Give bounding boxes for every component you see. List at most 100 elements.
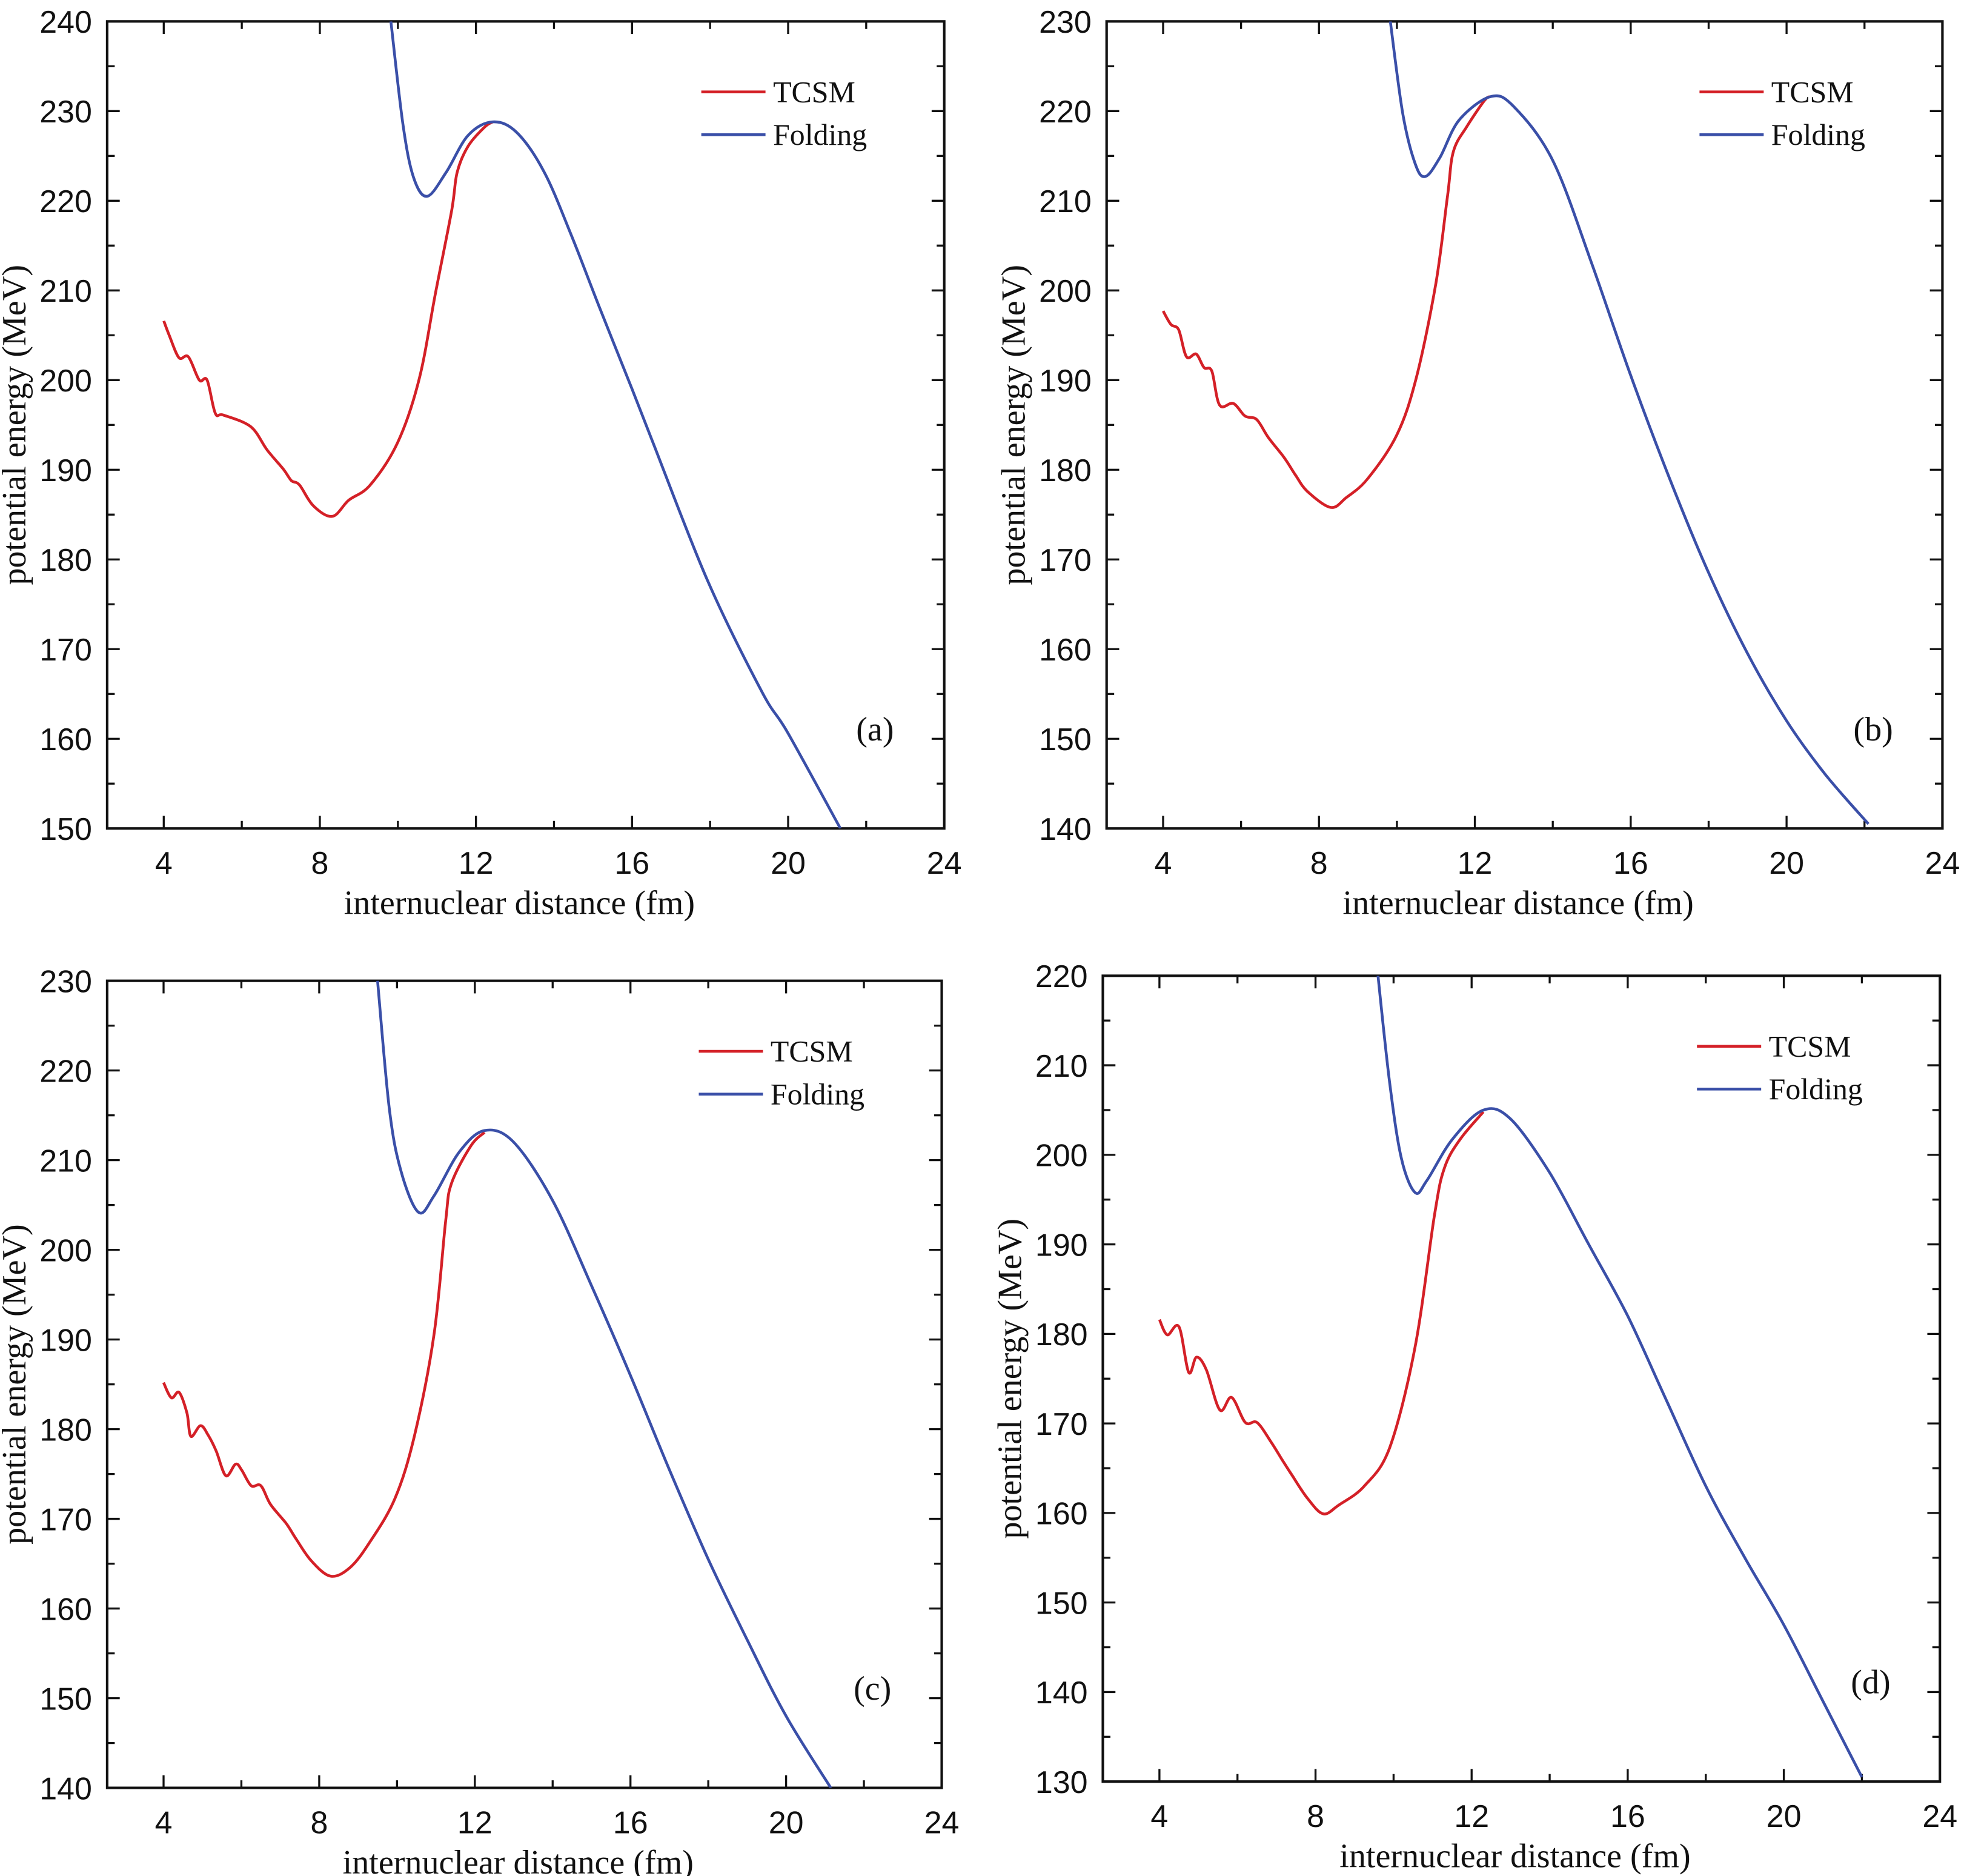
y-tick-label: 210: [39, 274, 92, 309]
y-tick-label: 180: [39, 1412, 92, 1448]
y-tick-label: 200: [1035, 1139, 1088, 1174]
y-tick-label: 140: [1039, 812, 1092, 847]
y-tick-label: 190: [39, 453, 92, 488]
y-axis-label: potential energy (MeV): [0, 265, 33, 585]
y-tick-label: 220: [39, 184, 92, 219]
legend-label-folding: Folding: [771, 1077, 864, 1111]
plot-frame: [105, 979, 943, 1789]
y-tick-label: 210: [1039, 184, 1092, 219]
legend-label-tcsm: TCSM: [771, 1035, 853, 1068]
x-tick-label: 12: [1458, 846, 1493, 881]
panel-label: (c): [854, 1670, 891, 1708]
legend-label-tcsm: TCSM: [1769, 1029, 1851, 1063]
series-line-folding: [1388, 21, 1869, 825]
series-line-folding: [1376, 976, 1863, 1778]
x-tick-label: 12: [459, 846, 494, 881]
y-tick-label: 240: [39, 5, 92, 40]
y-tick-label: 190: [1039, 364, 1092, 399]
y-axis-label: potential energy (MeV): [995, 265, 1033, 585]
y-tick-label: 150: [39, 812, 92, 847]
y-tick-label: 160: [1035, 1497, 1088, 1532]
series-line-tcsm: [162, 1131, 486, 1578]
x-tick-label: 12: [457, 1805, 493, 1840]
y-tick-label: 160: [39, 1592, 92, 1627]
y-tick-label: 210: [39, 1143, 92, 1179]
series-group: [1158, 976, 1863, 1778]
x-tick-label: 16: [1610, 1799, 1645, 1834]
series-line-tcsm: [1161, 95, 1491, 509]
x-axis-label: internuclear distance (fm): [1342, 885, 1693, 922]
y-tick-label: 150: [39, 1681, 92, 1717]
y-tick-label: 230: [39, 964, 92, 999]
series-line-tcsm: [1158, 1111, 1485, 1515]
x-axis-label: internuclear distance (fm): [344, 885, 695, 922]
y-tick-label: 200: [39, 364, 92, 399]
x-tick-label: 4: [1155, 846, 1172, 881]
x-tick-label: 16: [1613, 846, 1648, 881]
chart-panel-c: 4 8 12 16 20 24 140 150 160 170 180 190 200 210 220 230…: [0, 964, 959, 1876]
legend-label-folding: Folding: [1769, 1073, 1863, 1106]
x-axis-label: internuclear distance (fm): [343, 1844, 694, 1876]
series-line-folding: [376, 980, 832, 1788]
y-tick-label: 160: [39, 722, 92, 757]
x-tick-label: 4: [155, 846, 173, 881]
y-tick-label: 200: [1039, 274, 1092, 309]
series-line-folding: [389, 21, 842, 829]
y-tick-label: 220: [1035, 959, 1088, 994]
plot-frame: [1101, 974, 1942, 1783]
panel-label: (d): [1851, 1664, 1890, 1701]
y-tick-label: 150: [1039, 722, 1092, 757]
chart-panel-a: 4 8 12 16 20 24 150 160 170 180 190 200 210 220 230 240…: [0, 5, 962, 922]
plot-frame: [105, 20, 946, 830]
x-tick-label: 8: [311, 846, 329, 881]
y-tick-label: 130: [1035, 1765, 1088, 1800]
x-tick-label: 24: [924, 1805, 960, 1840]
series-group: [162, 980, 832, 1788]
x-tick-label: 16: [613, 1805, 648, 1840]
x-tick-label: 20: [1769, 846, 1804, 881]
x-axis-label: internuclear distance (fm): [1339, 1837, 1690, 1875]
y-tick-label: 170: [39, 633, 92, 668]
legend-label-folding: Folding: [1771, 118, 1865, 151]
x-tick-label: 8: [1307, 1799, 1324, 1834]
y-tick-label: 190: [39, 1323, 92, 1358]
y-axis-label: potential energy (MeV): [991, 1219, 1029, 1539]
y-tick-label: 140: [1035, 1675, 1088, 1711]
x-tick-label: 20: [769, 1805, 804, 1840]
y-axis-label: potential energy (MeV): [0, 1224, 33, 1545]
legend-label-tcsm: TCSM: [773, 75, 855, 108]
x-tick-label: 12: [1454, 1799, 1489, 1834]
y-tick-label: 140: [39, 1771, 92, 1806]
y-tick-label: 200: [39, 1233, 92, 1268]
x-tick-label: 20: [771, 846, 806, 881]
y-tick-label: 160: [1039, 633, 1092, 668]
y-tick-label: 150: [1035, 1586, 1088, 1621]
x-tick-label: 24: [927, 846, 962, 881]
chart-panel-b: 4 8 12 16 20 24 140 150 160 170 180 190 200 210 220 230…: [995, 5, 1960, 922]
y-tick-label: 190: [1035, 1228, 1088, 1263]
y-tick-label: 230: [39, 95, 92, 130]
legend-label-tcsm: TCSM: [1771, 75, 1854, 108]
x-tick-label: 4: [155, 1805, 173, 1840]
chart-panel-d: 4 8 12 16 20 24 130 140 150 160 170 180 190 200 210 220…: [991, 959, 1957, 1875]
series-line-tcsm: [162, 121, 494, 518]
series-group: [1161, 21, 1869, 825]
x-tick-label: 24: [1925, 846, 1960, 881]
y-tick-label: 180: [1035, 1317, 1088, 1352]
y-tick-label: 220: [1039, 95, 1092, 130]
x-tick-label: 16: [614, 846, 649, 881]
x-tick-label: 8: [310, 1805, 328, 1840]
y-tick-label: 170: [1035, 1407, 1088, 1442]
y-tick-label: 220: [39, 1054, 92, 1089]
x-tick-label: 4: [1150, 1799, 1168, 1834]
plot-frame: [1105, 20, 1944, 830]
panel-label: (b): [1853, 711, 1893, 748]
y-tick-label: 170: [1039, 543, 1092, 578]
panel-label: (a): [856, 711, 894, 748]
x-tick-label: 20: [1767, 1799, 1802, 1834]
legend-label-folding: Folding: [773, 118, 867, 151]
y-tick-label: 170: [39, 1502, 92, 1537]
y-tick-label: 180: [39, 543, 92, 578]
y-tick-label: 210: [1035, 1049, 1088, 1084]
